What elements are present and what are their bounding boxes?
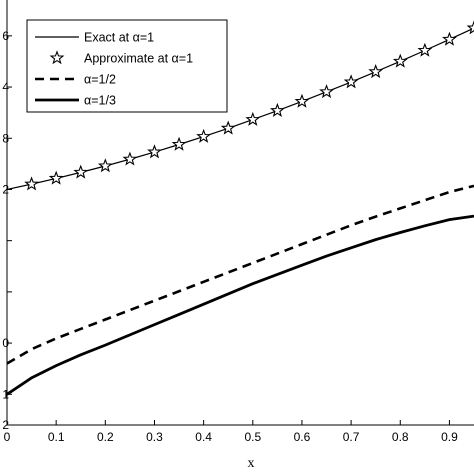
- star-marker: [147, 144, 162, 159]
- series-line-alpha-half: [6, 184, 474, 365]
- axes-box: [6, 0, 474, 426]
- legend-label: Exact at α=1: [84, 31, 154, 45]
- x-tick-label: 0.1: [48, 430, 65, 444]
- x-tick-label: 0.9: [441, 430, 458, 444]
- x-tick-label: 0.8: [392, 430, 409, 444]
- y-tick-label: 1: [2, 387, 9, 401]
- legend-label: α=1/2: [84, 73, 116, 87]
- x-axis-label: x: [248, 456, 255, 471]
- star-marker: [392, 53, 408, 68]
- y-tick-label: 2: [2, 418, 9, 432]
- star-marker: [48, 170, 64, 185]
- star-marker: [73, 164, 89, 179]
- star-marker: [171, 136, 187, 151]
- y-tick-label: 6: [2, 29, 9, 43]
- legend-label: Approximate at α=1: [84, 52, 193, 66]
- y-tick-label: 2: [2, 182, 9, 196]
- y-tick-label: 0: [2, 336, 9, 350]
- star-marker: [24, 176, 39, 191]
- legend: Exact at α=1 Approximate at α=1 α=1/2 α=1/3: [26, 19, 228, 113]
- star-marker: [122, 151, 138, 166]
- star-marker: [97, 158, 113, 173]
- star-marker: [368, 64, 384, 79]
- y-tick-label: 8: [2, 131, 9, 145]
- star-marker: [466, 20, 474, 35]
- star-marker: [294, 93, 310, 108]
- series-line-alpha-third: [6, 214, 474, 396]
- star-marker: [343, 74, 359, 89]
- star-marker: [442, 31, 457, 46]
- legend-box: [26, 19, 228, 113]
- y-tick-label: 4: [2, 80, 9, 94]
- star-marker: [319, 84, 334, 99]
- legend-label: α=1/3: [84, 94, 116, 108]
- star-marker: [196, 128, 212, 143]
- y-tick-labels: 2 1 0 2 8 4 6: [2, 29, 9, 432]
- plot-area: [6, 0, 474, 426]
- star-marker: [220, 120, 236, 135]
- legend-swatch-star: [49, 50, 65, 65]
- x-tick-label: 0.4: [195, 430, 212, 444]
- x-tick-labels: 0 0.1 0.2 0.3 0.4 0.5 0.6 0.7 0.8 0.9: [4, 430, 458, 444]
- star-marker: [245, 111, 261, 126]
- x-tick-label: 0.6: [294, 430, 311, 444]
- x-tick-label: 0.2: [97, 430, 114, 444]
- x-tick-label: 0.7: [343, 430, 360, 444]
- x-tick-label: 0: [4, 430, 11, 444]
- star-marker: [417, 42, 433, 57]
- star-marker: [269, 102, 285, 117]
- x-tick-label: 0.5: [244, 430, 261, 444]
- x-tick-label: 0.3: [146, 430, 163, 444]
